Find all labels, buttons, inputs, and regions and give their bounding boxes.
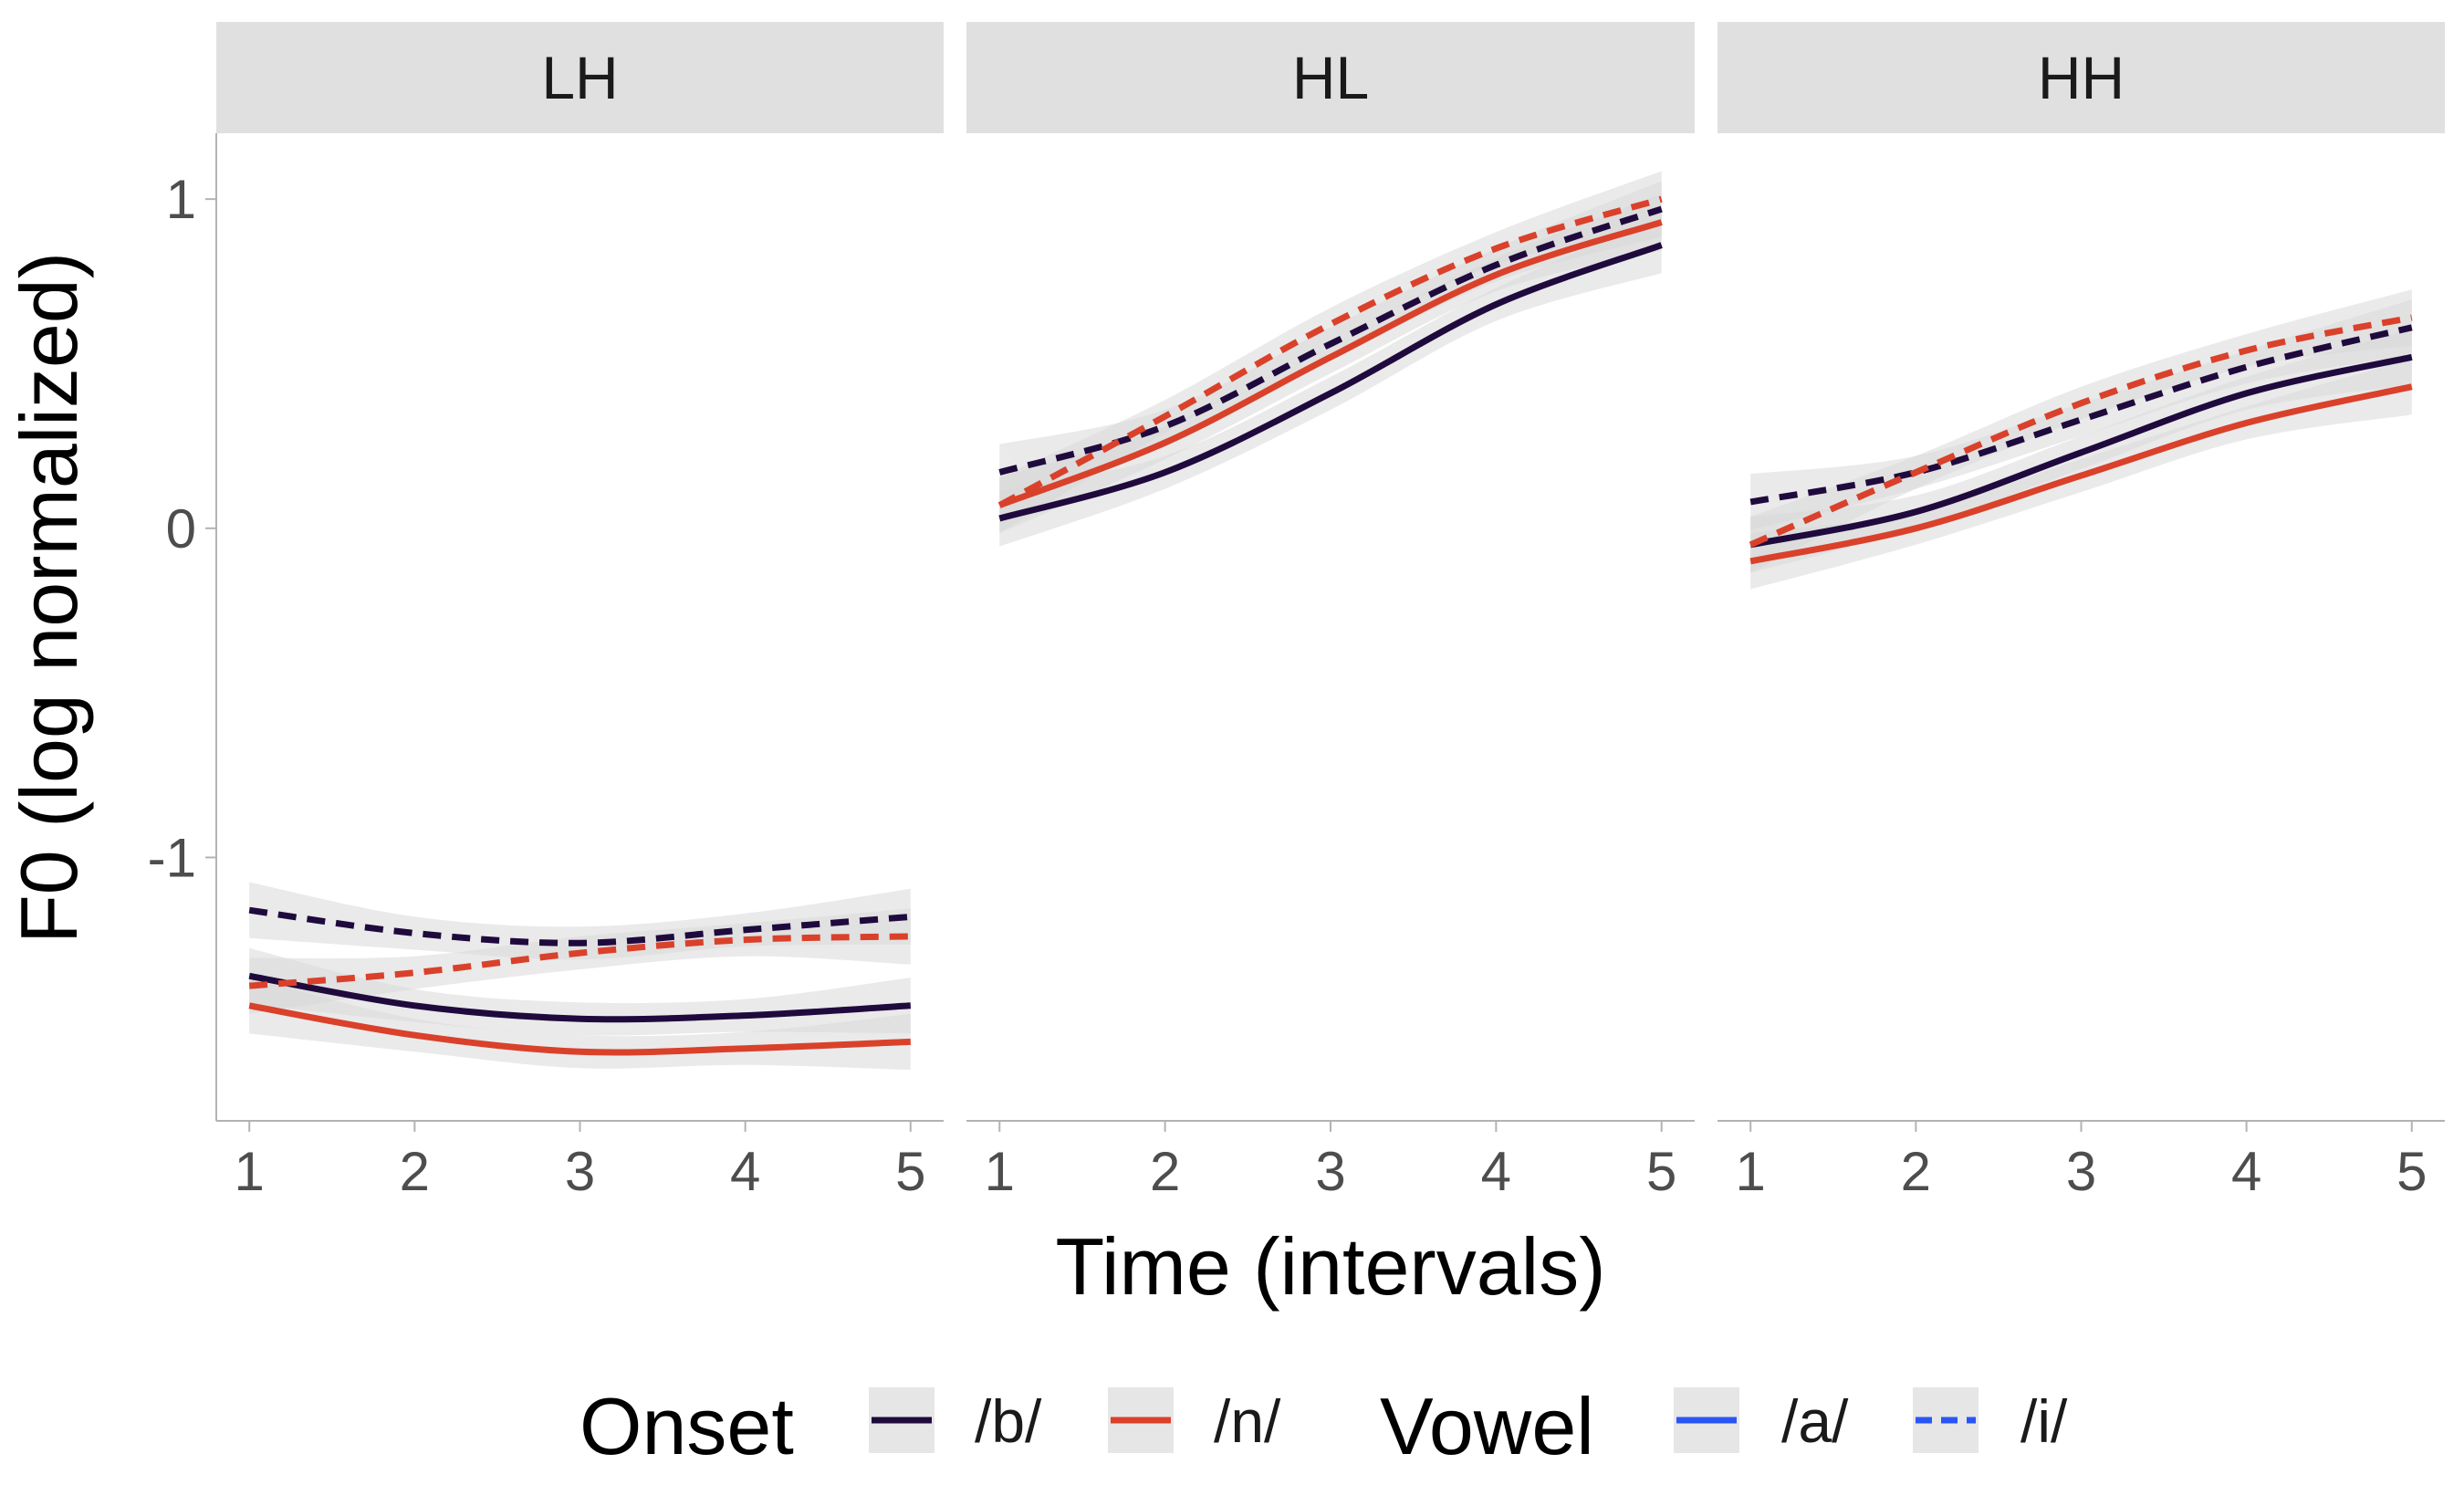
legend-title-onset: Onset (579, 1381, 794, 1471)
series-line-lh-n-a (248, 1002, 911, 1056)
x-tick-label: 3 (2066, 1141, 2096, 1202)
x-tick-label: 5 (895, 1141, 925, 1202)
x-tick-label: 3 (565, 1141, 595, 1202)
confidence-band-hl-b-a (999, 217, 1662, 547)
x-tick-label: 5 (1646, 1141, 1676, 1202)
x-tick-label: 2 (400, 1141, 430, 1202)
legend: Onset /b/ /n/ Vowel /a/ /i/ (579, 1381, 2068, 1471)
x-tick-label: 4 (1481, 1141, 1511, 1202)
y-tick-label: -1 (148, 827, 196, 888)
panel-hl: HL (966, 22, 1695, 547)
series-lines-lh (248, 906, 912, 1056)
confidence-band-hh-n-i (1750, 289, 2412, 573)
strip-label-lh: LH (541, 44, 618, 111)
series-line-hl-n-i (997, 195, 1663, 508)
confidence-band-lh-n-i (249, 908, 911, 1014)
strip-hh (1717, 22, 2445, 133)
x-tick-label: 1 (985, 1141, 1015, 1202)
series-line-hh-n-a (1749, 383, 2413, 565)
panel-lh: LH (216, 22, 944, 1071)
x-tick-label: 5 (2396, 1141, 2427, 1202)
x-tick-label: 1 (1736, 1141, 1766, 1202)
x-tick-label: 1 (235, 1141, 265, 1202)
x-tick-label: 4 (730, 1141, 760, 1202)
panel-hh: HH (1717, 22, 2445, 590)
strip-label-hl: HL (1292, 44, 1369, 111)
series-line-lh-n-i (248, 933, 911, 989)
y-tick-label: 1 (166, 169, 196, 230)
series-lines-hl (997, 195, 1663, 522)
strip-lh (216, 22, 944, 133)
x-tick-label: 4 (2231, 1141, 2261, 1202)
legend-label-onset-n: /n/ (1214, 1387, 1281, 1455)
series-lines-hh (1749, 314, 2413, 565)
series-line-lh-b-i (248, 906, 912, 946)
legend-label-vowel-i: /i/ (2020, 1387, 2068, 1455)
series-line-hh-b-a (1749, 353, 2413, 549)
strip-label-hh: HH (2038, 44, 2125, 111)
axes: 10-11 2 3 4 5 1 2 3 4 5 1 2 3 4 5 (148, 133, 2445, 1202)
series-line-lh-b-a (248, 972, 912, 1023)
x-tick-label: 2 (1150, 1141, 1180, 1202)
x-axis-title: Time (intervals) (1055, 1221, 1605, 1312)
series-line-hl-n-a (998, 219, 1663, 508)
strip-hl (966, 22, 1695, 133)
series-line-hh-n-i (1749, 314, 2413, 549)
series-line-hl-b-a (998, 242, 1663, 522)
y-tick-label: 0 (166, 498, 196, 560)
x-tick-label: 2 (1901, 1141, 1931, 1202)
y-axis-title: F0 (log normalized) (4, 252, 94, 944)
legend-label-onset-b: /b/ (975, 1387, 1042, 1455)
legend-title-vowel: Vowel (1380, 1381, 1594, 1471)
x-tick-label: 3 (1315, 1141, 1345, 1202)
legend-label-vowel-a: /a/ (1781, 1387, 1849, 1455)
